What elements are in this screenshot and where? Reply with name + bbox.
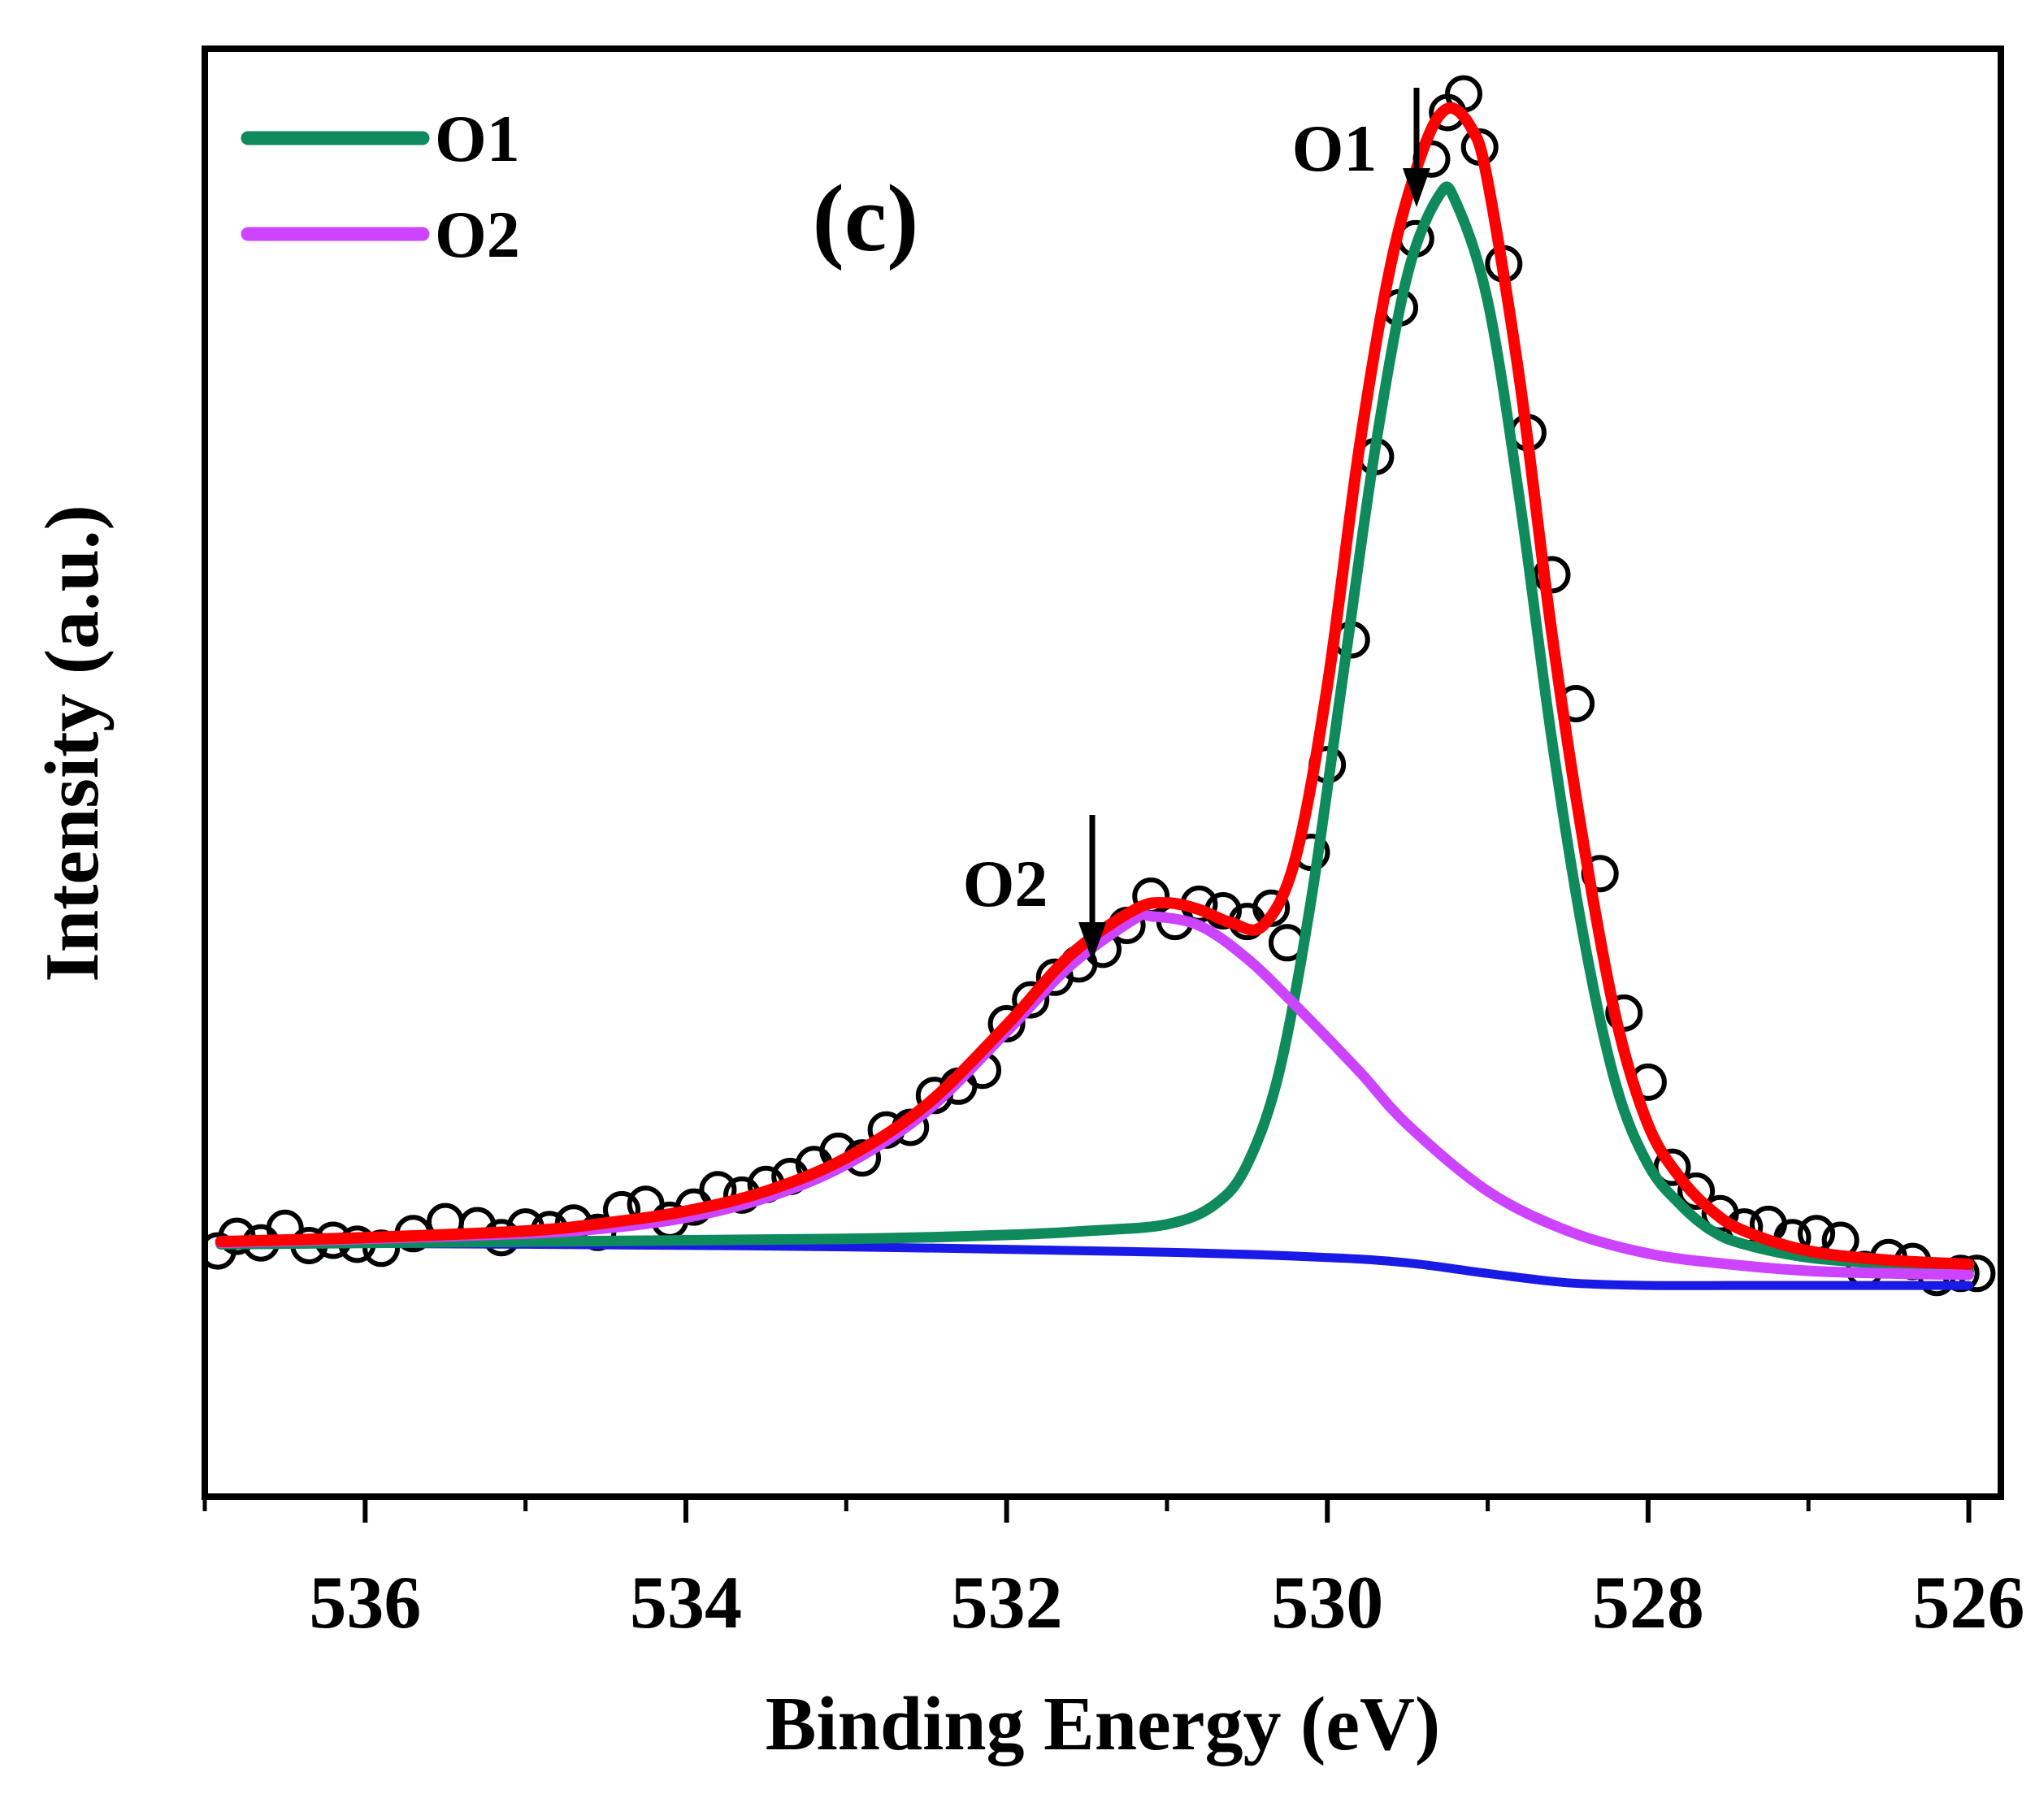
annotations: O1 O2 (963, 88, 1430, 961)
series-o1 (215, 181, 1974, 1276)
x-tick-label: 528 (1592, 1561, 1704, 1644)
series-layer (205, 75, 1996, 1297)
legend-item-o2: O2 (241, 197, 520, 271)
legend-label: O2 (435, 197, 520, 271)
curve-o2 (215, 908, 1974, 1280)
legend-item-o1: O1 (241, 102, 520, 176)
annotation-o2: O2 (963, 815, 1106, 961)
data-point (1012, 981, 1050, 1019)
x-tick-label: 534 (630, 1561, 742, 1644)
curve-fit (215, 102, 1975, 1270)
x-axis-label: Binding Energy (eV) (766, 1682, 1440, 1766)
annotation-label: O2 (963, 847, 1048, 921)
legend-label: O1 (435, 102, 520, 176)
panel-label: (c) (813, 165, 919, 271)
down-arrow-icon (1078, 815, 1106, 961)
series-fit (215, 102, 1975, 1270)
plot-frame (202, 46, 2004, 1500)
data-point (987, 1005, 1026, 1042)
down-arrow-icon (1403, 88, 1430, 207)
x-tick-label: 532 (951, 1561, 1063, 1644)
annotation-label: O1 (1292, 111, 1378, 185)
series-o2 (215, 908, 1974, 1280)
data-point (1677, 1172, 1716, 1210)
x-tick-label: 536 (309, 1561, 421, 1644)
annotation-o1: O1 (1292, 88, 1430, 207)
x-tick-label: 530 (1271, 1561, 1383, 1644)
curve-o1 (215, 181, 1974, 1276)
data-point (1653, 1148, 1691, 1186)
x-axis: 536 534 532 530 528 526 (202, 1497, 2025, 1644)
x-tick-label: 526 (1913, 1561, 2025, 1644)
y-axis-label: Intensity (a.u.) (30, 505, 115, 982)
